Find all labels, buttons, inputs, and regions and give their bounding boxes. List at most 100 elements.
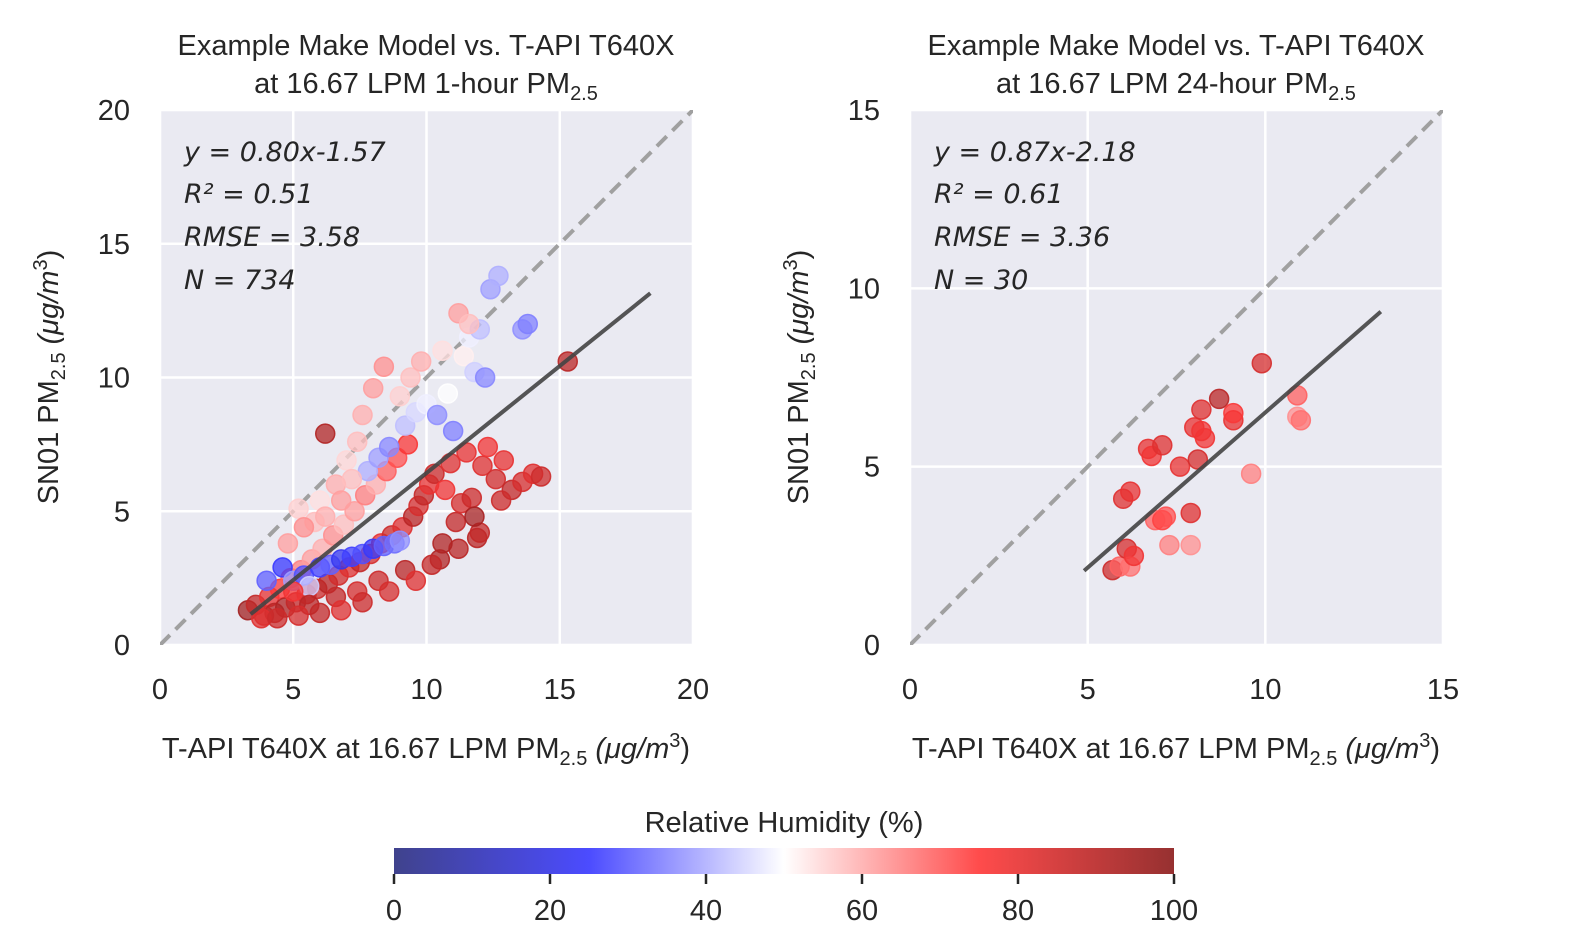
chart-1hour-point bbox=[333, 514, 355, 535]
chart-1hour-fit-line bbox=[249, 291, 652, 616]
chart-24hour: Example Make Model vs. T-API T640X at 16… bbox=[780, 30, 1459, 770]
chart-1hour-point bbox=[352, 591, 373, 613]
chart-24hour-equation: y = 0.87x-2.18 bbox=[933, 137, 1136, 168]
chart-1hour-point bbox=[272, 557, 293, 578]
chart-24hour-fit-line bbox=[1082, 310, 1383, 573]
chart-1hour-point bbox=[397, 434, 419, 455]
chart-1hour-point bbox=[341, 468, 363, 490]
chart-1hour-xtick-label: 20 bbox=[677, 674, 709, 706]
chart-1hour-point bbox=[426, 404, 448, 426]
chart-1hour-ytick-label: 10 bbox=[98, 363, 130, 395]
chart-1hour-point bbox=[309, 602, 331, 624]
chart-1hour-point bbox=[288, 498, 309, 519]
chart-1hour-point bbox=[445, 511, 467, 533]
chart-24hour-point bbox=[1180, 502, 1201, 524]
chart-1hour-point bbox=[442, 420, 464, 442]
chart-1hour-point bbox=[405, 570, 427, 592]
chart-1hour-point bbox=[378, 581, 400, 602]
colorbar-tick-label: 0 bbox=[386, 895, 402, 927]
chart-1hour-point bbox=[458, 313, 480, 335]
chart-1hour-equation: y = 0.80x-1.57 bbox=[183, 137, 386, 168]
chart-24hour-rmse: RMSE = 3.36 bbox=[934, 222, 1110, 253]
chart-1hour-point bbox=[464, 506, 485, 527]
chart-1hour-point bbox=[493, 450, 515, 471]
chart-24hour-point bbox=[1223, 402, 1244, 424]
chart-24hour-point bbox=[1290, 410, 1312, 431]
chart-1hour-point bbox=[474, 367, 496, 388]
chart-1hour-point bbox=[453, 345, 475, 367]
chart-1hour-point bbox=[394, 415, 416, 436]
chart-1hour-point bbox=[472, 455, 493, 477]
chart-24hour-stats: y = 0.87x-2.18 R² = 0.61 RMSE = 3.36 N =… bbox=[933, 137, 1136, 296]
chart-1hour-point bbox=[389, 530, 411, 551]
chart-1hour-point bbox=[485, 468, 507, 490]
chart-1hour-point bbox=[389, 385, 411, 407]
chart-24hour-xtick-label: 10 bbox=[1249, 674, 1281, 706]
chart-24hour-point bbox=[1180, 534, 1201, 556]
chart-1hour-title-line1: Example Make Model vs. T-API T640X bbox=[178, 30, 675, 62]
chart-1hour-point bbox=[267, 608, 288, 629]
colorbar-tick-label: 100 bbox=[1150, 895, 1198, 927]
chart-24hour-xtick-label: 0 bbox=[902, 674, 918, 706]
chart-1hour-point bbox=[490, 490, 512, 511]
chart-1hour-point bbox=[314, 423, 336, 444]
chart-1hour-point bbox=[517, 313, 539, 335]
chart-1hour-point bbox=[293, 517, 315, 538]
chart-1hour-point bbox=[477, 436, 499, 458]
colorbar-ticks: 0 20 40 60 80 100 bbox=[386, 874, 1198, 927]
chart-1hour-point bbox=[530, 466, 552, 487]
chart-24hour-point bbox=[1120, 481, 1141, 502]
chart-1hour-rmse: RMSE = 3.58 bbox=[184, 222, 360, 253]
chart-1hour-point bbox=[362, 377, 384, 399]
chart-1hour-point bbox=[277, 533, 299, 554]
chart-24hour-xtick-label: 5 bbox=[1080, 674, 1096, 706]
colorbar: Relative Humidity (%) 0 20 40 60 80 100 bbox=[386, 807, 1198, 927]
chart-1hour: Example Make Model vs. T-API T640X at 16… bbox=[30, 30, 709, 770]
chart-1hour-point bbox=[346, 431, 368, 452]
chart-1hour-r2: R² = 0.51 bbox=[184, 179, 314, 210]
chart-1hour-xtick-label: 15 bbox=[544, 674, 576, 706]
chart-24hour-point bbox=[1169, 456, 1191, 477]
chart-24hour-point bbox=[1251, 352, 1273, 374]
chart-1hour-stats: y = 0.80x-1.57 R² = 0.51 RMSE = 3.58 N =… bbox=[183, 137, 386, 296]
chart-1hour-point bbox=[314, 506, 336, 527]
chart-24hour-points bbox=[1102, 352, 1312, 581]
chart-1hour-xtick-label: 5 bbox=[285, 674, 301, 706]
colorbar-tick-label: 60 bbox=[846, 895, 878, 927]
chart-1hour-point bbox=[357, 460, 379, 482]
colorbar-label: Relative Humidity (%) bbox=[645, 807, 924, 839]
chart-24hour-r2: R² = 0.61 bbox=[934, 179, 1064, 210]
chart-24hour-point bbox=[1191, 420, 1212, 442]
chart-24hour-point bbox=[1152, 435, 1173, 456]
chart-1hour-point bbox=[344, 501, 365, 522]
chart-24hour-ytick-label: 15 bbox=[848, 95, 880, 127]
chart-1hour-ytick-label: 15 bbox=[98, 229, 130, 261]
chart-24hour-point bbox=[1208, 388, 1230, 410]
chart-1hour-xtick-label: 10 bbox=[410, 674, 442, 706]
chart-1hour-point bbox=[400, 367, 421, 388]
chart-1hour-points bbox=[237, 265, 578, 629]
colorbar-tick-label: 80 bbox=[1002, 895, 1034, 927]
chart-1hour-point bbox=[256, 570, 277, 592]
chart-24hour-ytick-label: 0 bbox=[864, 630, 880, 662]
chart-24hour-point bbox=[1240, 463, 1262, 485]
chart-1hour-point bbox=[330, 599, 352, 621]
chart-1hour-n: N = 734 bbox=[184, 265, 296, 296]
chart-1hour-point bbox=[336, 450, 357, 471]
chart-24hour-ytick-label: 10 bbox=[848, 273, 880, 305]
chart-1hour-point bbox=[410, 351, 432, 372]
chart-1hour-point bbox=[352, 404, 373, 426]
chart-1hour-xlabel: T-API T640X at 16.67 LPM PM2.5 (μg/m3) bbox=[162, 730, 690, 770]
chart-24hour-point bbox=[1123, 545, 1145, 567]
colorbar-tick-label: 40 bbox=[690, 895, 722, 927]
chart-1hour-title-line2: at 16.67 LPM 1-hour PM2.5 bbox=[254, 68, 598, 105]
chart-1hour-ytick-label: 5 bbox=[114, 496, 130, 528]
chart-1hour-point bbox=[461, 487, 483, 509]
chart-1hour-tick-labels: 0 5 10 15 20 0 5 10 15 20 bbox=[98, 95, 709, 706]
chart-1hour-ytick-label: 0 bbox=[114, 630, 130, 662]
chart-24hour-point bbox=[1155, 506, 1177, 527]
chart-1hour-point bbox=[288, 605, 309, 626]
chart-24hour-point bbox=[1191, 399, 1212, 420]
chart-24hour-ylabel: SN01 PM2.5 (μg/m3) bbox=[780, 250, 820, 505]
